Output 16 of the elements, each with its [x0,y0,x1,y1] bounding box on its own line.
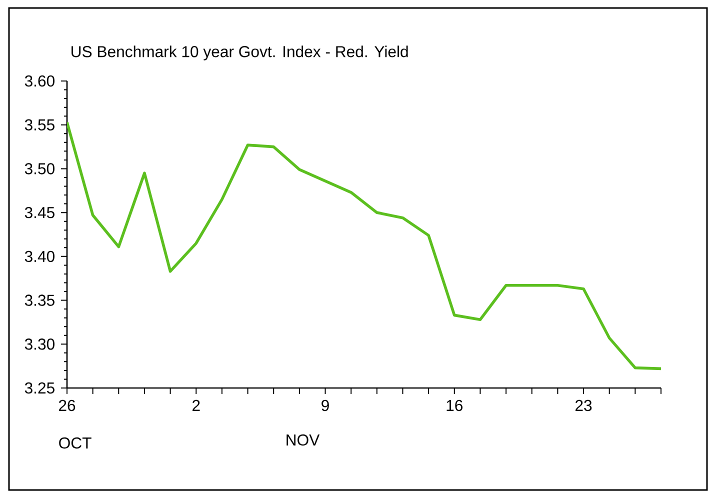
y-tick-label: 3.50 [24,163,54,174]
x-tick-label: 23 [576,400,592,412]
y-tick-label: 3.60 [24,75,54,87]
chart-title: US Benchmark 10 year Govt. Index - Red. Yield [72,46,408,60]
y-tick-label: 3.25 [24,382,54,394]
y-tick-label: 3.30 [24,338,54,350]
x-tick-label: 26 [58,400,76,412]
y-tick-label: 3.40 [24,250,54,262]
text: OCT [59,437,92,449]
y-tick-label: 3.35 [24,294,54,306]
text: NOV [286,434,320,446]
x-tick-label: 9 [322,400,329,412]
y-tick-label: 3.55 [24,119,54,130]
y-tick-label: 3.45 [24,206,54,218]
x-tick-label: 2 [192,400,200,411]
x-tick-label: 16 [446,400,462,412]
